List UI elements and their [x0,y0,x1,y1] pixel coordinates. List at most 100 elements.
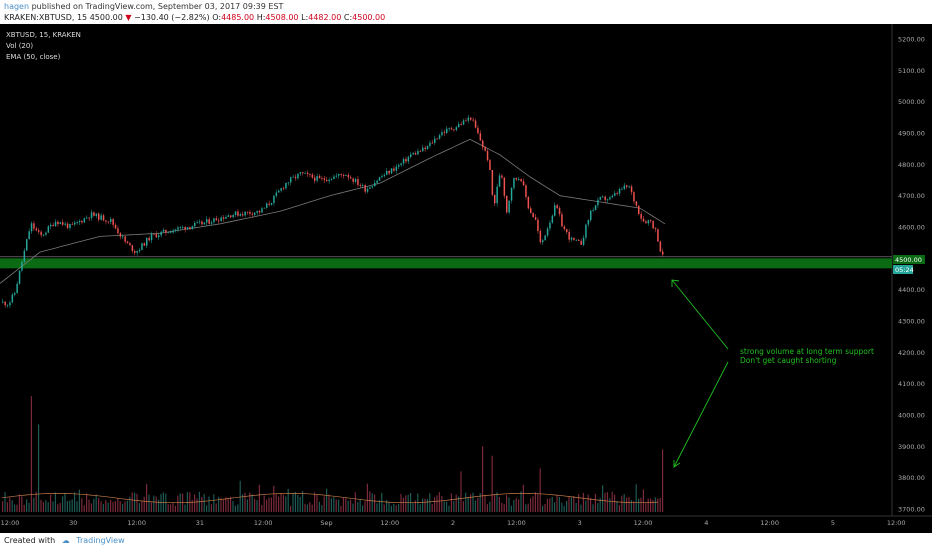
candle [635,201,638,208]
volume-bar [414,500,416,512]
time-axis[interactable] [0,516,932,533]
candle [194,221,196,229]
volume-bar [270,497,272,512]
candle [522,178,525,187]
candle [11,293,14,304]
author-link[interactable]: hagen [4,2,30,11]
candle [652,220,654,230]
candle [369,185,371,189]
volume-bar [458,496,460,512]
volume-bar [448,505,450,512]
volume-bar [294,491,296,512]
candle [203,222,206,225]
candle [170,230,172,234]
candle [268,200,270,207]
candle [167,231,170,234]
volume-bar [9,497,11,512]
volume-bar [479,492,481,512]
volume-bar [618,505,620,512]
candle [232,213,234,219]
candle [566,228,568,235]
volume-bar [340,505,342,512]
candle [614,190,616,197]
volume-bar [506,494,508,512]
candle [378,176,381,182]
arrow-head-up-icon [671,279,680,287]
volume-bar [141,501,143,512]
volume-bar [484,494,486,512]
candle [280,187,282,193]
volume-bar [251,494,253,512]
volume-bar [126,500,128,512]
volume-bar [542,505,544,512]
volume-bar [136,493,138,512]
volume-bar [501,502,503,512]
tradingview-brand[interactable]: TradingView [76,536,125,545]
candle [88,217,90,222]
candle [628,185,630,188]
volume-bar [489,501,491,512]
volume-bar [621,495,623,512]
volume-bar [393,503,395,512]
volume-bar [419,504,421,512]
candle [45,231,47,237]
volume-bar [652,500,654,512]
x-tick-label: 4 [704,519,708,527]
volume-bar [645,502,647,512]
volume-bar [184,504,186,512]
plot-area[interactable] [0,24,892,516]
candle [333,174,335,180]
volume-bar [654,497,656,512]
volume-bar [460,471,462,512]
volume-bar [580,504,582,512]
volume-bar [374,494,376,512]
candle [640,211,642,222]
volume-bar [263,495,265,512]
y-tick-label: 4900.00 [898,130,925,138]
volume-bar [150,502,152,512]
candle [606,198,609,204]
volume-bar [544,504,546,512]
volume-bar [395,505,397,512]
y-tick-label: 5200.00 [898,36,925,44]
candle [246,211,249,215]
volume-bar [546,498,548,512]
volume-bar [630,500,632,512]
candle [311,172,314,179]
candle [129,241,131,246]
volume-bar [215,503,217,512]
volume-bar [45,500,47,512]
candle [554,202,556,217]
candle [575,239,578,241]
volume-bar [402,497,404,512]
volume-bar [220,497,222,512]
candle [326,177,328,182]
candle [405,156,407,164]
candle [287,181,290,186]
candle [530,206,532,214]
candle [86,215,88,220]
candle [138,247,141,253]
candle [210,220,213,226]
candle [196,220,198,224]
candle [52,222,54,227]
volume-bar [110,500,112,512]
candle [165,229,167,236]
candle [491,169,494,197]
candle [460,121,462,126]
volume-bar [326,488,328,512]
volume-bar [21,496,23,512]
volume-bar [345,497,347,512]
price-chart[interactable]: 5200.00 5100.00 5000.00 4900.00 4800.00 4700.… [0,24,932,533]
volume-bar [604,492,606,512]
candle [136,250,138,256]
volume-bar [237,504,239,512]
volume-bar [124,501,126,512]
y-tick-label: 3800.00 [898,474,925,482]
annotation[interactable]: strong volume at long term support Don't… [671,279,874,468]
volume-bar [498,496,500,512]
candle [578,239,580,242]
volume-bar [52,501,54,512]
volume-bar [388,502,390,512]
support-zone[interactable] [0,258,892,269]
